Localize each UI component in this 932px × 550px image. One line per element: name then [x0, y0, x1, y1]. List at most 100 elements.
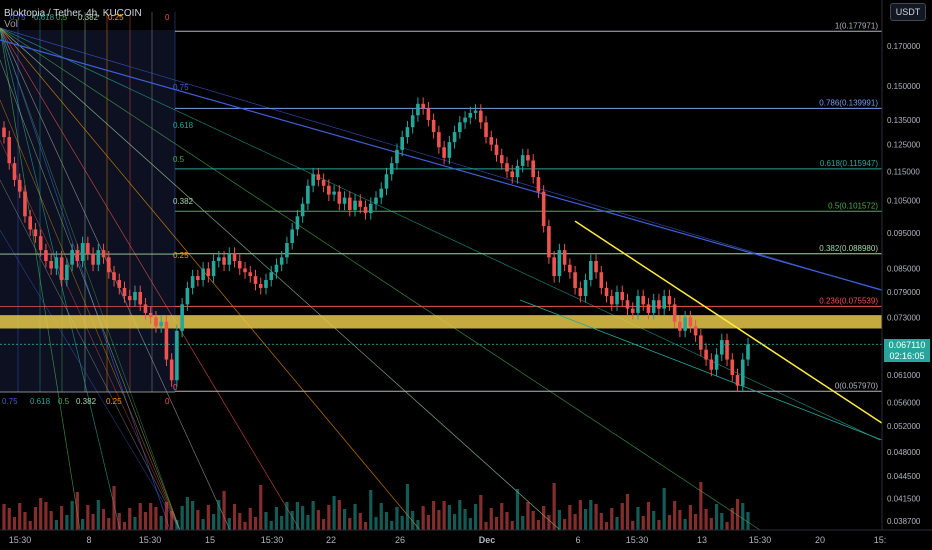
candle-body: [342, 197, 347, 204]
candle-body: [604, 287, 609, 297]
volume-bar: [730, 508, 734, 530]
fan-ray: [0, 27, 421, 531]
volume-bar: [33, 507, 38, 530]
volume-bar: [358, 513, 362, 530]
volume-bar: [688, 505, 692, 530]
volume-bar: [400, 516, 404, 530]
fan-ray: [0, 99, 181, 531]
volume-bar: [248, 508, 252, 530]
gann-side-label: 0.5: [173, 155, 185, 164]
volume-bar: [552, 483, 556, 530]
volume-bar: [101, 509, 106, 530]
volume-bar: [327, 505, 331, 530]
volume-bar: [39, 498, 43, 530]
volume-bar: [557, 510, 561, 530]
candle-body: [196, 276, 200, 281]
candle-body: [101, 250, 106, 258]
volume-bar: [526, 502, 530, 530]
candle-body: [222, 257, 226, 265]
volume-bar: [107, 518, 111, 530]
candle-body: [594, 261, 598, 273]
fib-level-label: 0.236(0.075539): [819, 296, 878, 305]
candle-body: [625, 300, 630, 309]
candle-body: [620, 291, 625, 301]
volume-bar: [589, 500, 593, 530]
volume-bar: [667, 515, 672, 530]
fib-level-label: 1(0.177971): [835, 21, 878, 30]
volume-bar: [143, 512, 148, 530]
candle-body: [232, 253, 237, 262]
fan-ray: [0, 29, 181, 531]
last-price-value: 0.067110: [888, 340, 926, 350]
candle-body: [678, 321, 682, 331]
candle-body: [421, 103, 425, 109]
volume-bar: [683, 519, 687, 530]
candle-body: [725, 340, 729, 360]
volume-bar: [714, 504, 719, 530]
fan-ray: [0, 139, 181, 531]
candle-body: [337, 191, 342, 204]
volume-bar: [138, 503, 142, 530]
volume-bar: [211, 514, 216, 530]
volume-bar: [678, 510, 682, 530]
candle-body: [630, 308, 635, 313]
volume-bar: [720, 513, 724, 530]
volume-bar: [112, 486, 116, 530]
volume-bar: [353, 504, 357, 530]
volume-bar: [374, 517, 378, 530]
gann-bottom-label: 0: [165, 397, 170, 406]
volume-bar: [191, 501, 195, 530]
time-axis-label: 15:30: [9, 535, 32, 545]
fib-level-label: 0(0.057970): [835, 381, 878, 390]
candle-body: [662, 296, 666, 309]
candle-body: [154, 317, 158, 327]
volume-bar: [269, 521, 273, 530]
volume-bar: [479, 495, 483, 530]
price-axis-label: 0.073000: [887, 313, 921, 322]
volume-bar: [54, 520, 58, 530]
volume-bar: [274, 507, 279, 530]
gann-bottom-label: 0.25: [106, 397, 122, 406]
candle-body: [258, 283, 263, 288]
volume-bar: [337, 500, 341, 530]
volume-bar: [452, 514, 457, 530]
volume-bar: [442, 501, 446, 530]
volume-bar: [122, 522, 127, 530]
candle-body: [484, 122, 488, 138]
candle-body: [688, 317, 693, 327]
candle-body: [91, 253, 95, 265]
candle-body: [96, 250, 101, 265]
gann-bottom-label: 0.75: [2, 397, 18, 406]
fan-ray: [0, 229, 181, 531]
time-axis-label: 6: [575, 535, 580, 545]
candle-body: [531, 160, 535, 178]
candle-body: [133, 291, 137, 301]
volume-bar: [500, 503, 504, 530]
candle-body: [248, 272, 253, 277]
volume-bar: [128, 508, 132, 530]
volume-bar: [447, 505, 451, 530]
candle-body: [405, 127, 410, 138]
candle-body: [28, 216, 32, 230]
volume-label: Vol: [4, 19, 18, 30]
volume-bar: [646, 502, 651, 530]
candle-body: [400, 137, 404, 150]
candle-body: [746, 344, 750, 360]
candle-body: [148, 312, 153, 318]
candle-body: [316, 174, 321, 180]
candle-body: [138, 291, 143, 305]
volume-bar: [725, 522, 729, 530]
volume-bar: [531, 511, 535, 530]
volume-bar: [641, 516, 645, 530]
volume-bar: [342, 509, 347, 530]
time-axis-label: Dec: [479, 535, 496, 545]
candle-body: [143, 304, 148, 313]
candle-body: [122, 287, 127, 297]
currency-button[interactable]: USDT: [890, 3, 926, 21]
volume-bar: [348, 518, 352, 530]
volume-bar: [468, 518, 472, 530]
candle-body: [321, 179, 326, 186]
candle-body: [243, 268, 247, 273]
gann-bottom-label: 0.618: [30, 397, 51, 406]
